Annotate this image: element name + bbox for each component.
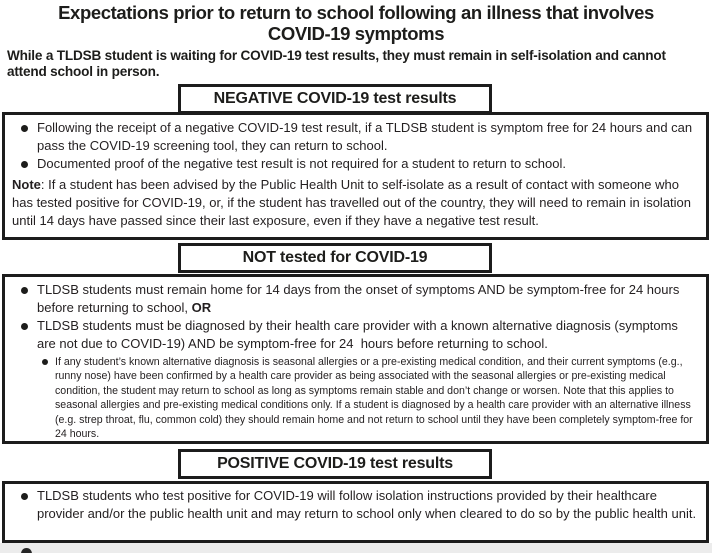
- page-title: Expectations prior to return to school f…: [0, 2, 712, 44]
- bullet-icon: [21, 287, 28, 294]
- intro-text: While a TLDSB student is waiting for COV…: [7, 48, 666, 79]
- section-box-not-tested: TLDSB students must remain home for 14 d…: [2, 274, 709, 444]
- page-title-line2: COVID-19 symptoms: [267, 23, 445, 44]
- bullet-text: TLDSB students must be diagnosed by thei…: [37, 318, 682, 351]
- bullet-icon: [21, 323, 28, 330]
- list-item: TLDSB students must be diagnosed by thei…: [12, 317, 698, 353]
- bullet-icon: [21, 161, 28, 168]
- bullet-text: Documented proof of the negative test re…: [37, 156, 566, 171]
- section-header-not-tested: NOT tested for COVID-19: [178, 243, 492, 273]
- list-item: TLDSB students who test positive for COV…: [12, 487, 698, 523]
- bullet-text-regular: TLDSB students must remain home for 14 d…: [37, 282, 683, 315]
- bullet-text-bold: OR: [191, 300, 212, 315]
- list-item: Documented proof of the negative test re…: [12, 155, 698, 173]
- section-box-positive: TLDSB students who test positive for COV…: [2, 481, 709, 543]
- sub-bullet-text: If any student’s known alternative diagn…: [55, 356, 696, 441]
- note-text: : If a student has been advised by the P…: [12, 177, 695, 228]
- list-item: TLDSB students must remain home for 14 d…: [12, 281, 698, 317]
- note-label: Note: [12, 177, 41, 192]
- bullet-icon: [21, 125, 28, 132]
- note-paragraph: Note: If a student has been advised by t…: [12, 176, 698, 230]
- page-cutoff-strip: [0, 543, 712, 553]
- list-item: Following the receipt of a negative COVI…: [12, 119, 698, 155]
- section-header-negative: NEGATIVE COVID-19 test results: [178, 84, 492, 114]
- partial-bullet-icon: [21, 548, 32, 553]
- bullet-text: Following the receipt of a negative COVI…: [37, 120, 696, 153]
- bullet-text: TLDSB students who test positive for COV…: [37, 488, 697, 521]
- page-title-line1: Expectations prior to return to school f…: [58, 2, 654, 23]
- sub-bullet-icon: [42, 359, 48, 365]
- bullet-text: TLDSB students must remain home for 14 d…: [37, 281, 698, 317]
- bullet-icon: [21, 493, 28, 500]
- section-header-positive: POSITIVE COVID-19 test results: [178, 449, 492, 479]
- section-box-negative: Following the receipt of a negative COVI…: [2, 112, 709, 240]
- sub-list-item: If any student’s known alternative diagn…: [12, 355, 698, 441]
